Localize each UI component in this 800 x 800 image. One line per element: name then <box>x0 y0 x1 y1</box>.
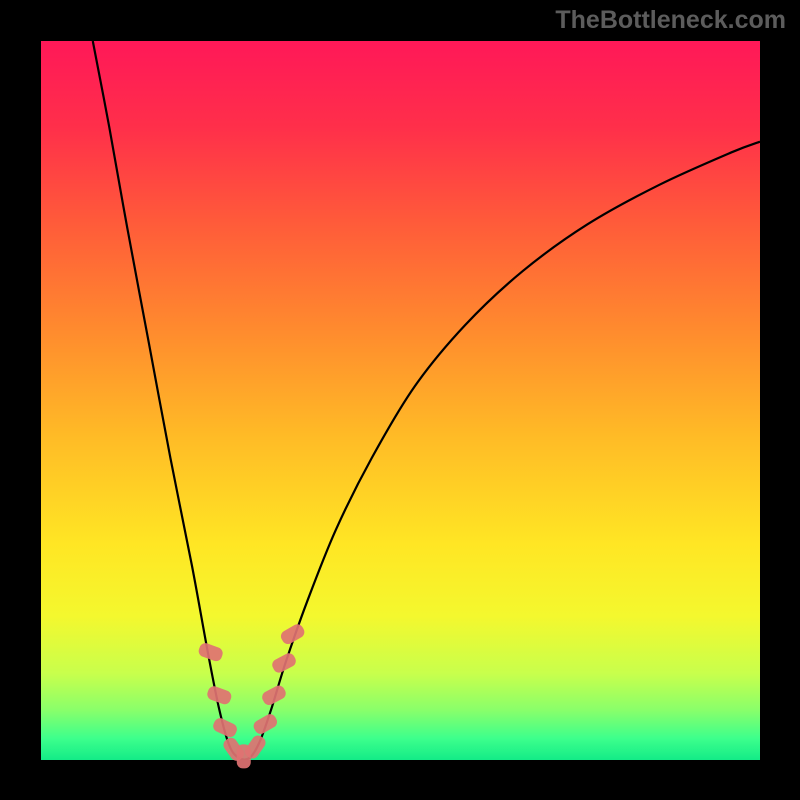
bottleneck-curve-chart <box>0 0 800 800</box>
watermark-text: TheBottleneck.com <box>555 6 786 35</box>
plot-background-gradient <box>41 41 760 760</box>
chart-frame: TheBottleneck.com <box>0 0 800 800</box>
